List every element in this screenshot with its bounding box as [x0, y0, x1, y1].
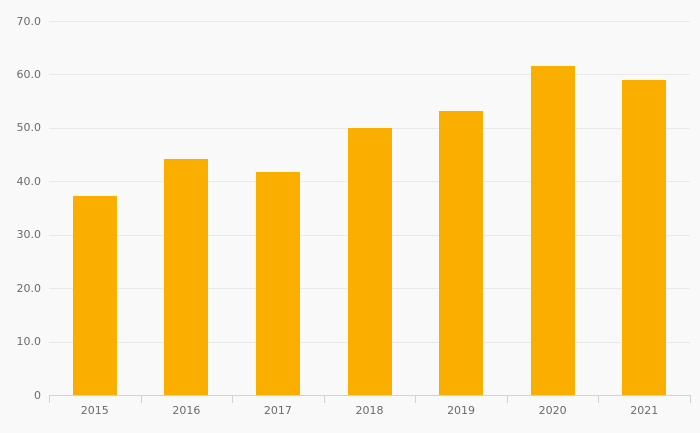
- x-axis-label: 2019: [447, 404, 476, 417]
- x-axis-label: 2018: [355, 404, 384, 417]
- x-axis-label: 2020: [538, 404, 567, 417]
- x-axis-tick: [323, 395, 325, 403]
- y-axis-tick-label: 20.0: [16, 281, 42, 295]
- y-axis-tick-label: 60.0: [16, 67, 42, 81]
- y-axis-tick-label: 70.0: [16, 14, 42, 28]
- y-axis-tick-label: 50.0: [16, 121, 42, 135]
- x-axis-line: [49, 395, 691, 396]
- x-axis-tick: [140, 395, 142, 403]
- bar-2019[interactable]: [439, 111, 484, 395]
- x-axis-label: 2017: [263, 404, 292, 417]
- bar-2016[interactable]: [164, 158, 209, 395]
- gridline: [49, 21, 690, 22]
- x-axis-tick: [49, 395, 50, 403]
- x-axis-label: 2021: [630, 404, 659, 417]
- x-axis-label: 2016: [172, 404, 201, 417]
- x-axis-tick: [232, 395, 234, 403]
- gridline: [49, 127, 690, 129]
- x-axis-label: 2015: [80, 404, 109, 417]
- y-axis-tick-label: 10.0: [16, 335, 42, 349]
- x-axis-tick: [506, 395, 508, 403]
- bar-2020[interactable]: [530, 66, 575, 395]
- bar-2015[interactable]: [72, 195, 117, 395]
- y-axis-tick-label: 30.0: [16, 228, 42, 242]
- x-axis-tick: [598, 395, 600, 403]
- x-axis-tick: [415, 395, 417, 403]
- gridline: [49, 74, 690, 76]
- y-axis-tick-label: 0: [34, 388, 41, 402]
- x-axis-tick: [690, 395, 691, 403]
- y-axis-tick-label: 40.0: [16, 174, 42, 188]
- bar-2018[interactable]: [347, 128, 392, 395]
- bar-2017[interactable]: [255, 171, 300, 395]
- bar-2021[interactable]: [622, 79, 667, 395]
